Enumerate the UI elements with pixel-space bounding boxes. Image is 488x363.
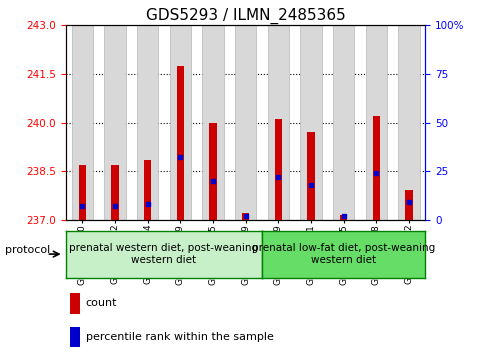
Bar [365, 25, 386, 220]
Bar [79, 164, 86, 220]
Bar [111, 164, 119, 220]
Bar [169, 25, 191, 220]
Title: GDS5293 / ILMN_2485365: GDS5293 / ILMN_2485365 [145, 8, 345, 24]
Bar [143, 160, 151, 220]
Bar [398, 25, 419, 220]
Bar [137, 25, 158, 220]
Bar [202, 25, 223, 220]
Bar [300, 25, 321, 220]
Text: count: count [85, 298, 117, 309]
Bar [209, 123, 216, 220]
Bar [242, 213, 249, 220]
Bar [267, 25, 288, 220]
Bar [69, 293, 80, 314]
Bar [339, 215, 347, 220]
Text: protocol: protocol [5, 245, 50, 256]
Text: prenatal western diet, post-weaning
western diet: prenatal western diet, post-weaning west… [69, 243, 258, 265]
Bar [69, 327, 80, 347]
Bar [332, 25, 354, 220]
Bar [307, 132, 314, 220]
Text: percentile rank within the sample: percentile rank within the sample [85, 332, 273, 342]
Bar [274, 119, 282, 220]
Bar [235, 25, 256, 220]
Text: prenatal low-fat diet, post-weaning
western diet: prenatal low-fat diet, post-weaning west… [252, 243, 434, 265]
Bar [104, 25, 125, 220]
Bar [405, 191, 412, 220]
Bar [372, 116, 379, 220]
Bar [72, 25, 93, 220]
Bar [176, 66, 183, 220]
